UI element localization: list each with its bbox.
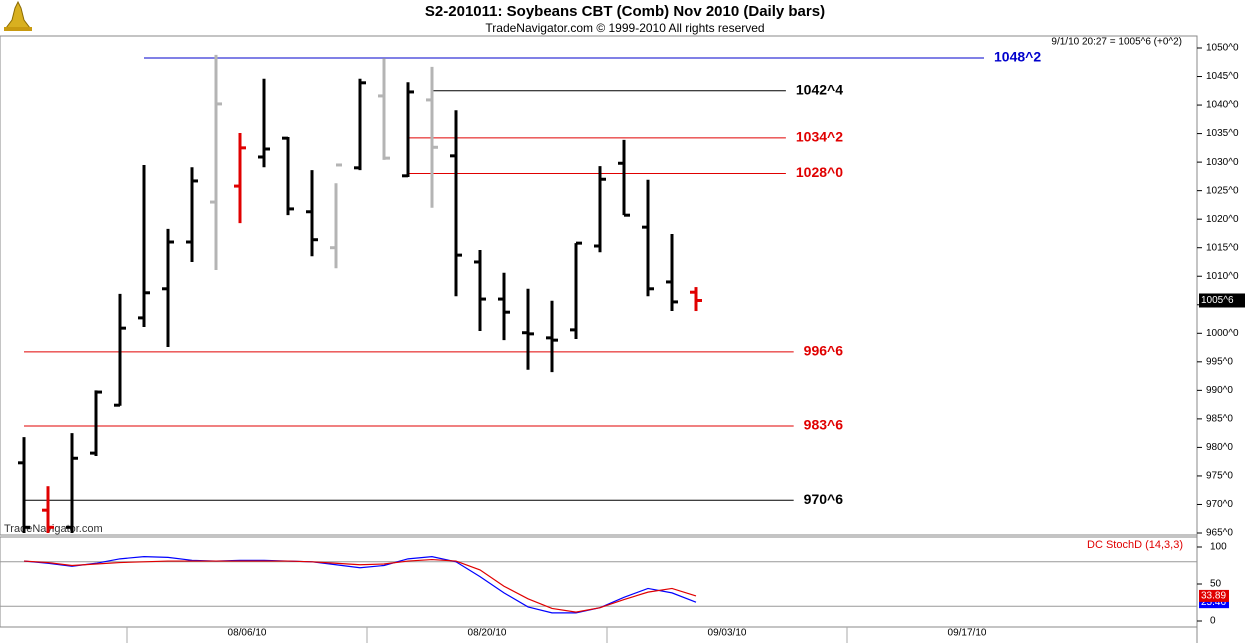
chart-title: S2-201011: Soybeans CBT (Comb) Nov 2010 … <box>425 3 825 20</box>
y-tick-label: 995^0 <box>1206 356 1233 367</box>
x-tick-label: 08/06/10 <box>228 628 267 639</box>
level-label: 1048^2 <box>994 49 1041 65</box>
value-badge <box>1199 589 1229 602</box>
x-tick-label: 09/17/10 <box>948 628 987 639</box>
y-tick-label: 1000^0 <box>1206 328 1239 339</box>
stoch-line <box>23 558 697 613</box>
stoch-title: DC StochD (14,3,3) <box>1087 539 1183 551</box>
logo <box>4 0 32 31</box>
level-label: 983^6 <box>804 417 844 433</box>
chart-subtitle: TradeNavigator.com © 1999-2010 All right… <box>485 21 764 35</box>
y-tick-label: 1015^0 <box>1206 242 1239 253</box>
y-tick-label: 1035^0 <box>1206 128 1239 139</box>
level-label: 1028^0 <box>796 164 843 180</box>
y-tick-label: 1030^0 <box>1206 157 1239 168</box>
value-badge-label: 33.89 <box>1201 591 1226 602</box>
value-badge-label: 25.46 <box>1201 597 1226 608</box>
y-tick-label: 0 <box>1210 616 1216 627</box>
y-tick-label: 990^0 <box>1206 385 1233 396</box>
last-price-label: 1005^6 <box>1201 295 1234 306</box>
level-label: 996^6 <box>804 343 844 359</box>
y-tick-label: 975^0 <box>1206 471 1233 482</box>
last-price-badge <box>1199 293 1245 308</box>
y-tick-label: 970^0 <box>1206 499 1233 510</box>
level-label: 1042^4 <box>796 81 843 97</box>
y-tick-label: 1050^0 <box>1206 43 1239 54</box>
status: 9/1/10 20:27 = 1005^6 (+0^2) <box>1051 37 1182 48</box>
y-tick-label: 980^0 <box>1206 442 1233 453</box>
y-tick-label: 1040^0 <box>1206 100 1239 111</box>
y-tick-label: 100 <box>1210 542 1227 553</box>
y-tick-label: 1010^0 <box>1206 271 1239 282</box>
y-tick-label: 50 <box>1210 579 1222 590</box>
y-tick-label: 1045^0 <box>1206 71 1239 82</box>
y-tick-label: 1025^0 <box>1206 185 1239 196</box>
level-label: 970^6 <box>804 491 844 507</box>
level-label: 1034^2 <box>796 129 843 145</box>
y-tick-label: 1020^0 <box>1206 214 1239 225</box>
y-tick-label: 965^0 <box>1206 528 1233 539</box>
x-tick-label: 08/20/10 <box>468 628 507 639</box>
y-tick-label: 985^0 <box>1206 414 1233 425</box>
x-tick-label: 09/03/10 <box>708 628 747 639</box>
watermark: TradeNavigator.com <box>4 523 103 535</box>
